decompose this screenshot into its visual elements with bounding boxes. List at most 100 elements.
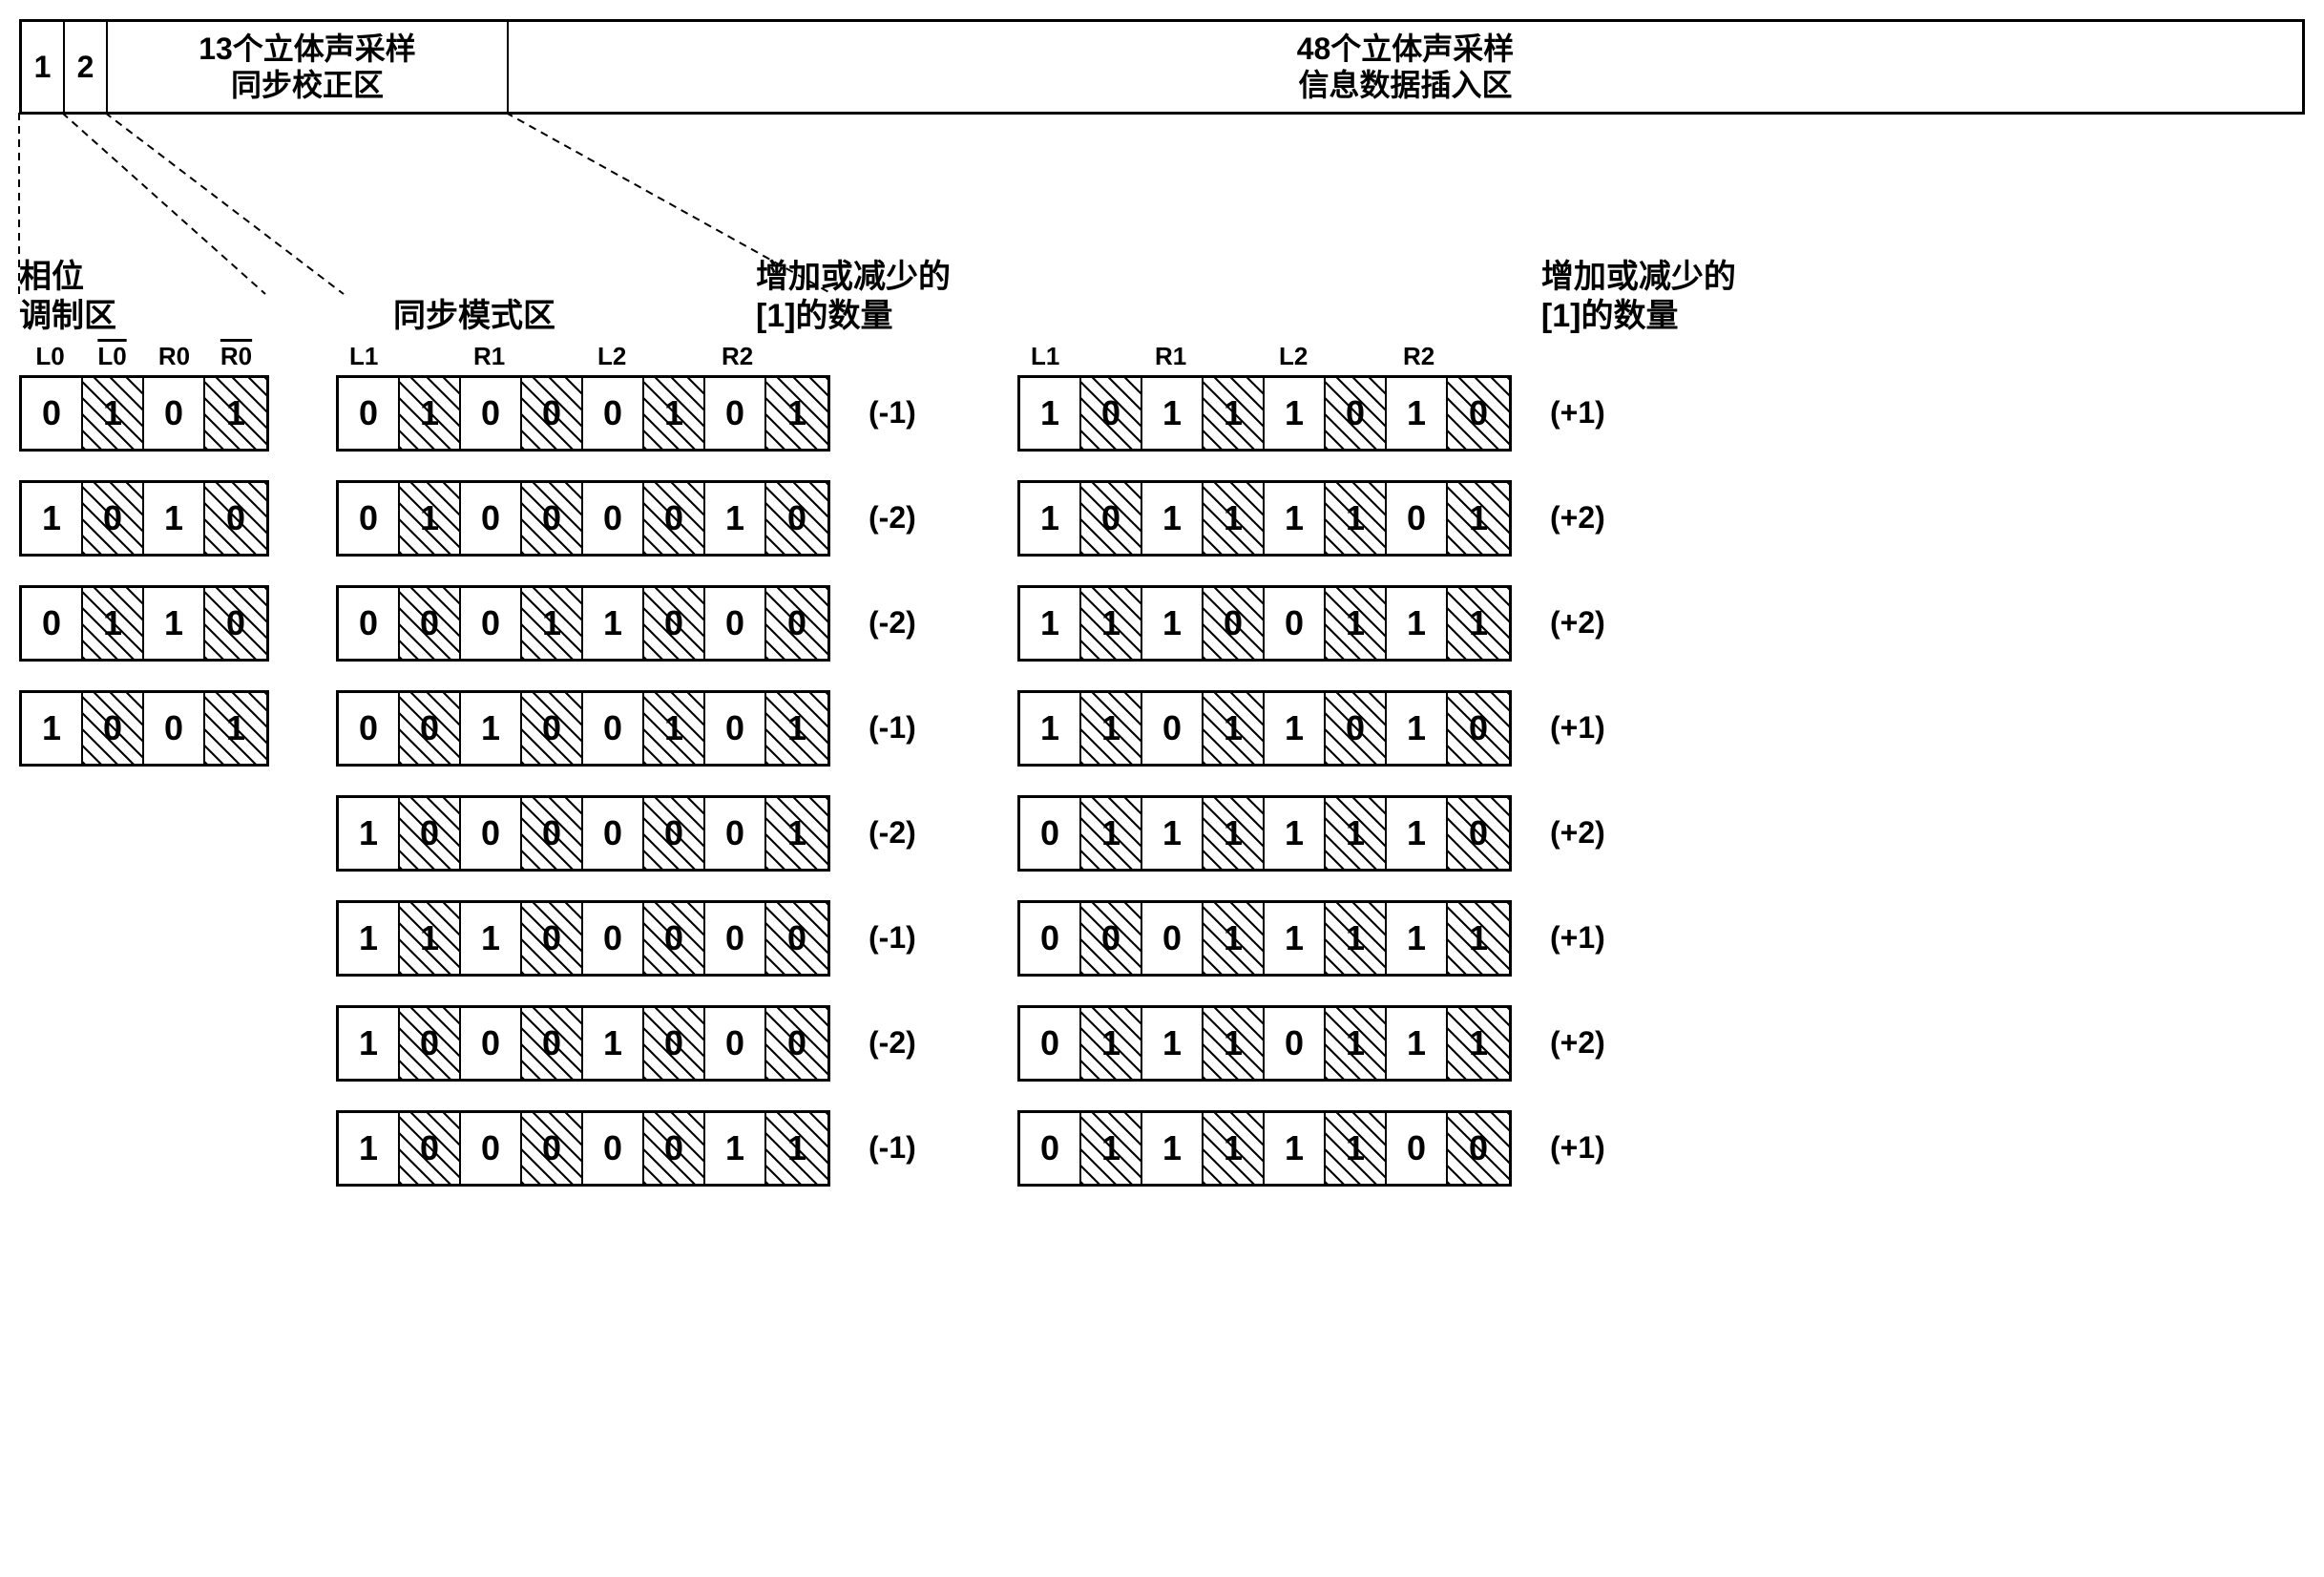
data-row: 01111110 [1017, 795, 1512, 872]
cell: 1 [1326, 588, 1387, 659]
cell: 1 [583, 1008, 644, 1079]
cell: 0 [644, 588, 705, 659]
cell: 1 [644, 378, 705, 449]
cell: 0 [461, 483, 522, 554]
cell: 0 [1387, 1113, 1448, 1184]
count-label: (+2) [1550, 585, 1605, 662]
row-wrap: 10000001(-2) [336, 795, 951, 872]
tc4-line1: 48个立体声采样 [1297, 31, 1515, 67]
cell: 0 [705, 378, 766, 449]
cell: 1 [1142, 798, 1204, 869]
col-header: L2 [584, 342, 708, 371]
data-row: 01111100 [1017, 1110, 1512, 1187]
top-cell-sync-correction: 13个立体声采样 同步校正区 [108, 22, 509, 112]
cell: 0 [705, 1008, 766, 1079]
cell: 1 [1326, 1008, 1387, 1079]
cell: 0 [22, 588, 83, 659]
cell: 0 [461, 798, 522, 869]
count-label: (+2) [1550, 795, 1605, 872]
cell: 0 [522, 378, 583, 449]
count-label: (+1) [1550, 690, 1605, 767]
data-row: 10111010 [1017, 375, 1512, 452]
cell: 0 [461, 1008, 522, 1079]
row-wrap: 00011111(+1) [1017, 900, 1736, 977]
count-label: (+1) [1550, 900, 1605, 977]
cell: 0 [400, 693, 461, 764]
cell: 0 [1448, 1113, 1509, 1184]
data-row: 01000101 [336, 375, 830, 452]
cell: 1 [1081, 798, 1142, 869]
phase-modulation-section: 相位 调制区 L0L0R0R0 0101101001101001 [19, 258, 269, 767]
cell: 1 [1387, 693, 1448, 764]
row-wrap: 11011010 (+1) [1017, 690, 1736, 767]
col-header: R1 [1141, 342, 1266, 371]
cell: 1 [1448, 903, 1509, 974]
cell: 0 [522, 483, 583, 554]
cell: 0 [583, 798, 644, 869]
phase-header: L0 [19, 342, 81, 371]
row-wrap: 10111101(+2) [1017, 480, 1736, 557]
data-row: 01000010 [336, 480, 830, 557]
cell: 0 [1081, 483, 1142, 554]
cell: 0 [339, 483, 400, 554]
tc3-line1: 13个立体声采样 [199, 31, 416, 67]
data-row: 00011111 [1017, 900, 1512, 977]
right-headers: L1R1L2R2 [1017, 342, 1736, 371]
right-count-t1: 增加或减少的 [1541, 258, 1736, 297]
main-diagram-area: 相位 调制区 L0L0R0R0 0101101001101001 同步模式区 增… [19, 258, 2305, 1187]
cell: 0 [583, 483, 644, 554]
cell: 0 [1020, 903, 1081, 974]
row-wrap: 10000011(-1) [336, 1110, 951, 1187]
row-wrap: 10111010(+1) [1017, 375, 1736, 452]
cell: 0 [1387, 483, 1448, 554]
cell: 0 [339, 588, 400, 659]
cell: 0 [1020, 1113, 1081, 1184]
count-label: (-2) [869, 1005, 916, 1082]
row-wrap: 01111110(+2) [1017, 795, 1736, 872]
data-row: 00100101 [336, 690, 830, 767]
col-header: R2 [1390, 342, 1514, 371]
row-wrap: 00100101(-1) [336, 690, 951, 767]
cell: 0 [1081, 378, 1142, 449]
row-wrap: 01111100(+1) [1017, 1110, 1736, 1187]
cell: 0 [1265, 588, 1326, 659]
phase-header: R0 [205, 342, 267, 371]
cell: 1 [1081, 588, 1142, 659]
cell: 1 [583, 588, 644, 659]
cell: 0 [705, 903, 766, 974]
cell: 0 [1448, 798, 1509, 869]
cell: 1 [461, 693, 522, 764]
cell: 0 [1081, 903, 1142, 974]
cell: 1 [1448, 588, 1509, 659]
cell: 0 [766, 483, 827, 554]
cell: 1 [339, 1008, 400, 1079]
sync-pattern-section: 同步模式区 增加或减少的 [1]的数量 L1R1L2R2 01000101(-1… [336, 258, 951, 1187]
cell: 1 [1448, 1008, 1509, 1079]
row-wrap: 11100111(+2) [1017, 585, 1736, 662]
data-row: 11011010 [1017, 690, 1512, 767]
count-label: (-2) [869, 480, 916, 557]
cell: 0 [766, 903, 827, 974]
cell: 1 [400, 903, 461, 974]
cell: 1 [1020, 483, 1081, 554]
top-cell-1: 1 [22, 22, 65, 112]
cell: 0 [400, 1008, 461, 1079]
right-section: _ 增加或减少的 [1]的数量 L1R1L2R2 10111010(+1)101… [1017, 258, 1736, 1187]
cell: 1 [1081, 693, 1142, 764]
cell: 0 [583, 903, 644, 974]
cell: 1 [83, 378, 144, 449]
cell: 0 [644, 483, 705, 554]
cell: 0 [144, 378, 205, 449]
cell: 0 [22, 378, 83, 449]
cell: 1 [400, 378, 461, 449]
phase-title: 相位 调制区 [19, 258, 269, 336]
cell: 0 [461, 1113, 522, 1184]
cell: 1 [144, 483, 205, 554]
cell: 1 [1204, 378, 1265, 449]
cell: 1 [1142, 1008, 1204, 1079]
cell: 0 [522, 693, 583, 764]
cell: 1 [1020, 693, 1081, 764]
top-cell-info-insert: 48个立体声采样 信息数据插入区 [509, 22, 2302, 112]
cell: 1 [1204, 798, 1265, 869]
cell: 1 [522, 588, 583, 659]
